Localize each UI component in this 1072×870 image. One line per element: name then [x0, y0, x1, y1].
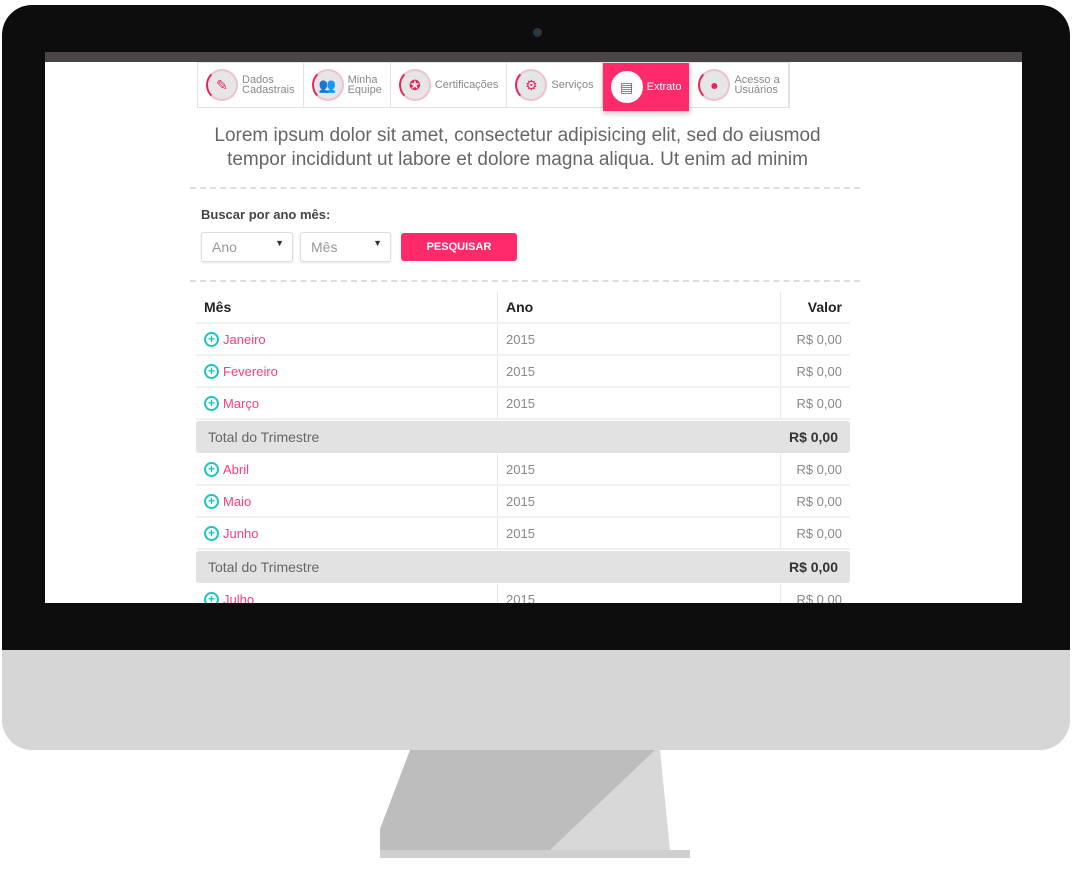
expand-plus-icon[interactable]: +	[204, 331, 219, 347]
year-cell: 2015	[497, 324, 780, 354]
month-link[interactable]: + Junho	[196, 518, 497, 548]
search-label: Buscar por ano mês:	[201, 207, 331, 222]
gear-icon: ⚙	[515, 69, 548, 101]
tab-label: Dados Cadastrais	[242, 74, 295, 96]
year-cell: 2015	[497, 486, 780, 516]
year-select[interactable]: Ano ▼	[201, 232, 293, 262]
month-select[interactable]: Mês ▼	[300, 232, 391, 262]
expand-plus-icon[interactable]: +	[204, 493, 219, 509]
browser-top-strip	[45, 52, 1022, 62]
table-row: + Maio 2015 R$ 0,00	[196, 486, 850, 518]
year-cell: 2015	[497, 356, 780, 386]
value-cell: R$ 0,00	[780, 584, 850, 603]
value-cell: R$ 0,00	[780, 388, 850, 418]
table-row: + Março 2015 R$ 0,00	[196, 388, 850, 420]
month-link[interactable]: + Julho	[196, 584, 497, 603]
tab-certificações[interactable]: ✪ Certificações	[391, 63, 508, 107]
header-month: Mês	[204, 299, 232, 315]
tab-label: Serviços	[551, 79, 594, 91]
screen: ✎ Dados Cadastrais 👥 Minha Equipe ✪ Certificaçõ…	[45, 52, 1022, 603]
month-link[interactable]: + Março	[196, 388, 497, 418]
value-cell: R$ 0,00	[780, 324, 850, 354]
table-header: Mês Ano Valor	[196, 292, 850, 324]
tab-dados[interactable]: ✎ Dados Cadastrais	[198, 63, 304, 107]
divider	[190, 280, 860, 282]
header-year: Ano	[497, 292, 780, 322]
edit-icon: ✎	[206, 69, 238, 101]
tab-label: Extrato	[646, 81, 682, 93]
table-row: + Abril 2015 R$ 0,00	[196, 454, 850, 486]
monitor-stand	[380, 750, 690, 858]
header-value: Valor	[780, 292, 850, 322]
document-icon: ▤	[610, 71, 643, 103]
camera	[533, 28, 542, 37]
statement-table: Mês Ano Valor + Janeiro 2015 R$ 0,00 + Fevere…	[196, 292, 850, 603]
expand-plus-icon[interactable]: +	[204, 461, 219, 477]
user-icon: ●	[698, 69, 731, 101]
team-icon: 👥	[311, 69, 344, 101]
table-row: + Fevereiro 2015 R$ 0,00	[196, 356, 850, 388]
tab-extrato[interactable]: ▤ Extrato	[602, 63, 691, 111]
search-button[interactable]: PESQUISAR	[401, 233, 517, 261]
total-value: R$ 0,00	[788, 559, 838, 575]
year-cell: 2015	[497, 518, 780, 548]
value-cell: R$ 0,00	[780, 356, 850, 386]
table-row: + Junho 2015 R$ 0,00	[196, 518, 850, 550]
caret-down-icon: ▼	[373, 238, 382, 248]
year-cell: 2015	[497, 388, 780, 418]
divider	[190, 187, 860, 189]
month-link[interactable]: + Janeiro	[196, 324, 497, 354]
month-link[interactable]: + Maio	[196, 486, 497, 516]
value-cell: R$ 0,00	[780, 454, 850, 484]
month-link[interactable]: + Fevereiro	[196, 356, 497, 386]
month-select-value: Mês	[311, 239, 338, 255]
expand-plus-icon[interactable]: +	[204, 395, 219, 411]
tab-label: Certificações	[434, 79, 499, 91]
tab-acesso-a[interactable]: ● Acesso a Usuários	[690, 63, 789, 107]
tab-bar: ✎ Dados Cadastrais 👥 Minha Equipe ✪ Certificaçõ…	[197, 62, 790, 111]
tab-label: Acesso a Usuários	[734, 74, 780, 96]
value-cell: R$ 0,00	[780, 518, 850, 548]
tab-serviços[interactable]: ⚙ Serviços	[507, 63, 603, 107]
value-cell: R$ 0,00	[780, 486, 850, 516]
month-link[interactable]: + Abril	[196, 454, 497, 484]
table-row: + Julho 2015 R$ 0,00	[196, 584, 850, 603]
tab-label: Minha Equipe	[347, 74, 382, 96]
intro-text: Lorem ipsum dolor sit amet, consectetur …	[214, 125, 821, 170]
year-select-value: Ano	[212, 239, 237, 255]
expand-plus-icon[interactable]: +	[204, 591, 219, 603]
table-row: + Janeiro 2015 R$ 0,00	[196, 324, 850, 356]
caret-down-icon: ▼	[275, 238, 284, 248]
award-icon: ✪	[398, 69, 431, 101]
expand-plus-icon[interactable]: +	[204, 363, 219, 379]
year-cell: 2015	[497, 454, 780, 484]
total-label: Total do Trimestre	[208, 429, 320, 445]
monitor-chin	[2, 650, 1070, 750]
expand-plus-icon[interactable]: +	[204, 525, 219, 541]
total-label: Total do Trimestre	[208, 559, 320, 575]
total-value: R$ 0,00	[788, 429, 838, 445]
year-cell: 2015	[497, 584, 780, 603]
quarter-total-row: Total do Trimestre R$ 0,00	[196, 421, 850, 453]
quarter-total-row: Total do Trimestre R$ 0,00	[196, 551, 850, 583]
tab-minha[interactable]: 👥 Minha Equipe	[304, 63, 391, 107]
